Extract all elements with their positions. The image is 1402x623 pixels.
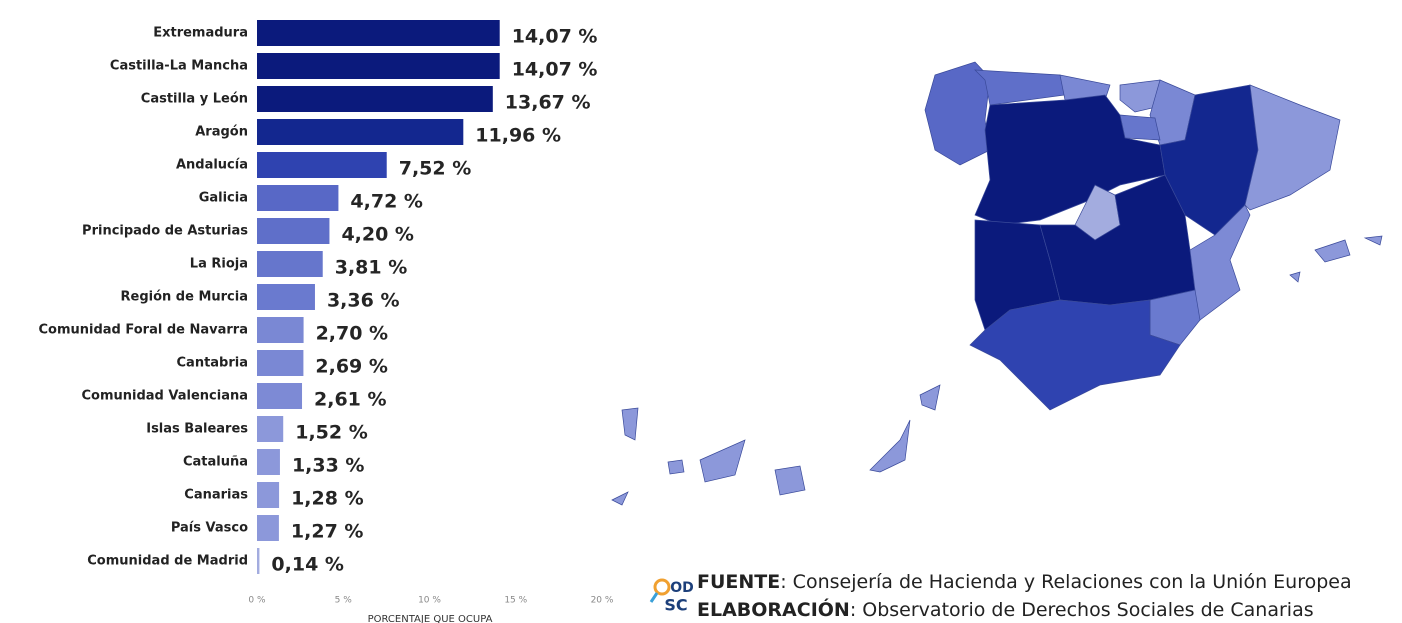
category-label: Cantabria [177,356,249,371]
category-label: Región de Murcia [121,290,249,305]
logo-bottom: SC [664,596,687,615]
bar [257,185,339,211]
category-label: País Vasco [171,521,248,536]
logo-top: OD [670,580,694,596]
bar [257,119,464,145]
value-label: 1,28 % [291,488,364,510]
category-label: Comunidad Valenciana [81,389,248,404]
asturias [974,69,1066,106]
value-label: 1,33 % [292,455,365,477]
value-label: 0,14 % [271,554,344,576]
map [611,61,1383,506]
credit-label: ELABORACIÓN [697,597,850,621]
galicia [924,61,991,166]
bar [257,515,279,541]
x-tick-label: 20 % [591,596,614,606]
credit-text: : Observatorio de Derechos Sociales de C… [850,599,1314,621]
bar [257,218,330,244]
category-label: Castilla y León [141,92,248,107]
value-label: 4,72 % [350,191,423,213]
logo: OD SC [649,578,694,615]
x-tick-label: 0 % [248,596,266,606]
logo-ring [653,578,671,596]
category-label: Comunidad de Madrid [87,554,248,569]
x-tick-label: 10 % [418,596,441,606]
category-label: Extremadura [153,26,248,41]
category-label: Galicia [199,191,248,206]
category-label: Comunidad Foral de Navarra [39,323,249,338]
bar [257,317,304,343]
bar [257,350,304,376]
value-label: 11,96 % [475,125,561,147]
category-label: Principado de Asturias [82,224,248,239]
source: FUENTE: Consejería de Hacienda y Relacio… [697,571,1352,593]
value-label: 2,70 % [316,323,389,345]
x-tick-label: 5 % [335,596,353,606]
bar [257,482,280,508]
value-label: 1,52 % [295,422,368,444]
value-label: 14,07 % [512,26,598,48]
category-label: La Rioja [190,257,248,272]
castilla-y-leon [974,94,1166,226]
bar [257,449,280,475]
bar [257,548,260,574]
value-label: 1,27 % [291,521,364,543]
value-label: 2,69 % [315,356,388,378]
category-label: Canarias [184,488,248,503]
source-label: FUENTE [697,571,780,593]
value-label: 3,81 % [335,257,408,279]
andalucia [969,299,1181,411]
value-label: 13,67 % [505,92,591,114]
baleares [1289,235,1383,283]
logo-handle [649,592,659,603]
murcia [1149,289,1201,346]
bar [257,284,315,310]
value-label: 4,20 % [341,224,414,246]
value-label: 7,52 % [399,158,472,180]
credit: ELABORACIÓN: Observatorio de Derechos So… [697,597,1314,621]
category-label: Aragón [195,125,248,140]
la-rioja [1119,114,1161,141]
bar [257,416,284,442]
cataluna [1244,84,1341,211]
source-text: : Consejería de Hacienda y Relaciones co… [780,571,1351,593]
bar [257,86,493,112]
bar [257,383,303,409]
x-tick-label: 15 % [504,596,527,606]
category-label: Cataluña [183,455,248,470]
category-label: Castilla-La Mancha [110,59,248,74]
bar [257,251,323,277]
category-label: Islas Baleares [146,422,248,437]
canarias [611,384,941,506]
value-label: 2,61 % [314,389,387,411]
bar [257,20,500,46]
bar [257,53,500,79]
x-axis-label: PORCENTAJE QUE OCUPA [368,614,493,623]
value-label: 3,36 % [327,290,400,312]
value-label: 14,07 % [512,59,598,81]
category-label: Andalucía [176,158,248,173]
valencia [1189,204,1251,321]
bar [257,152,387,178]
